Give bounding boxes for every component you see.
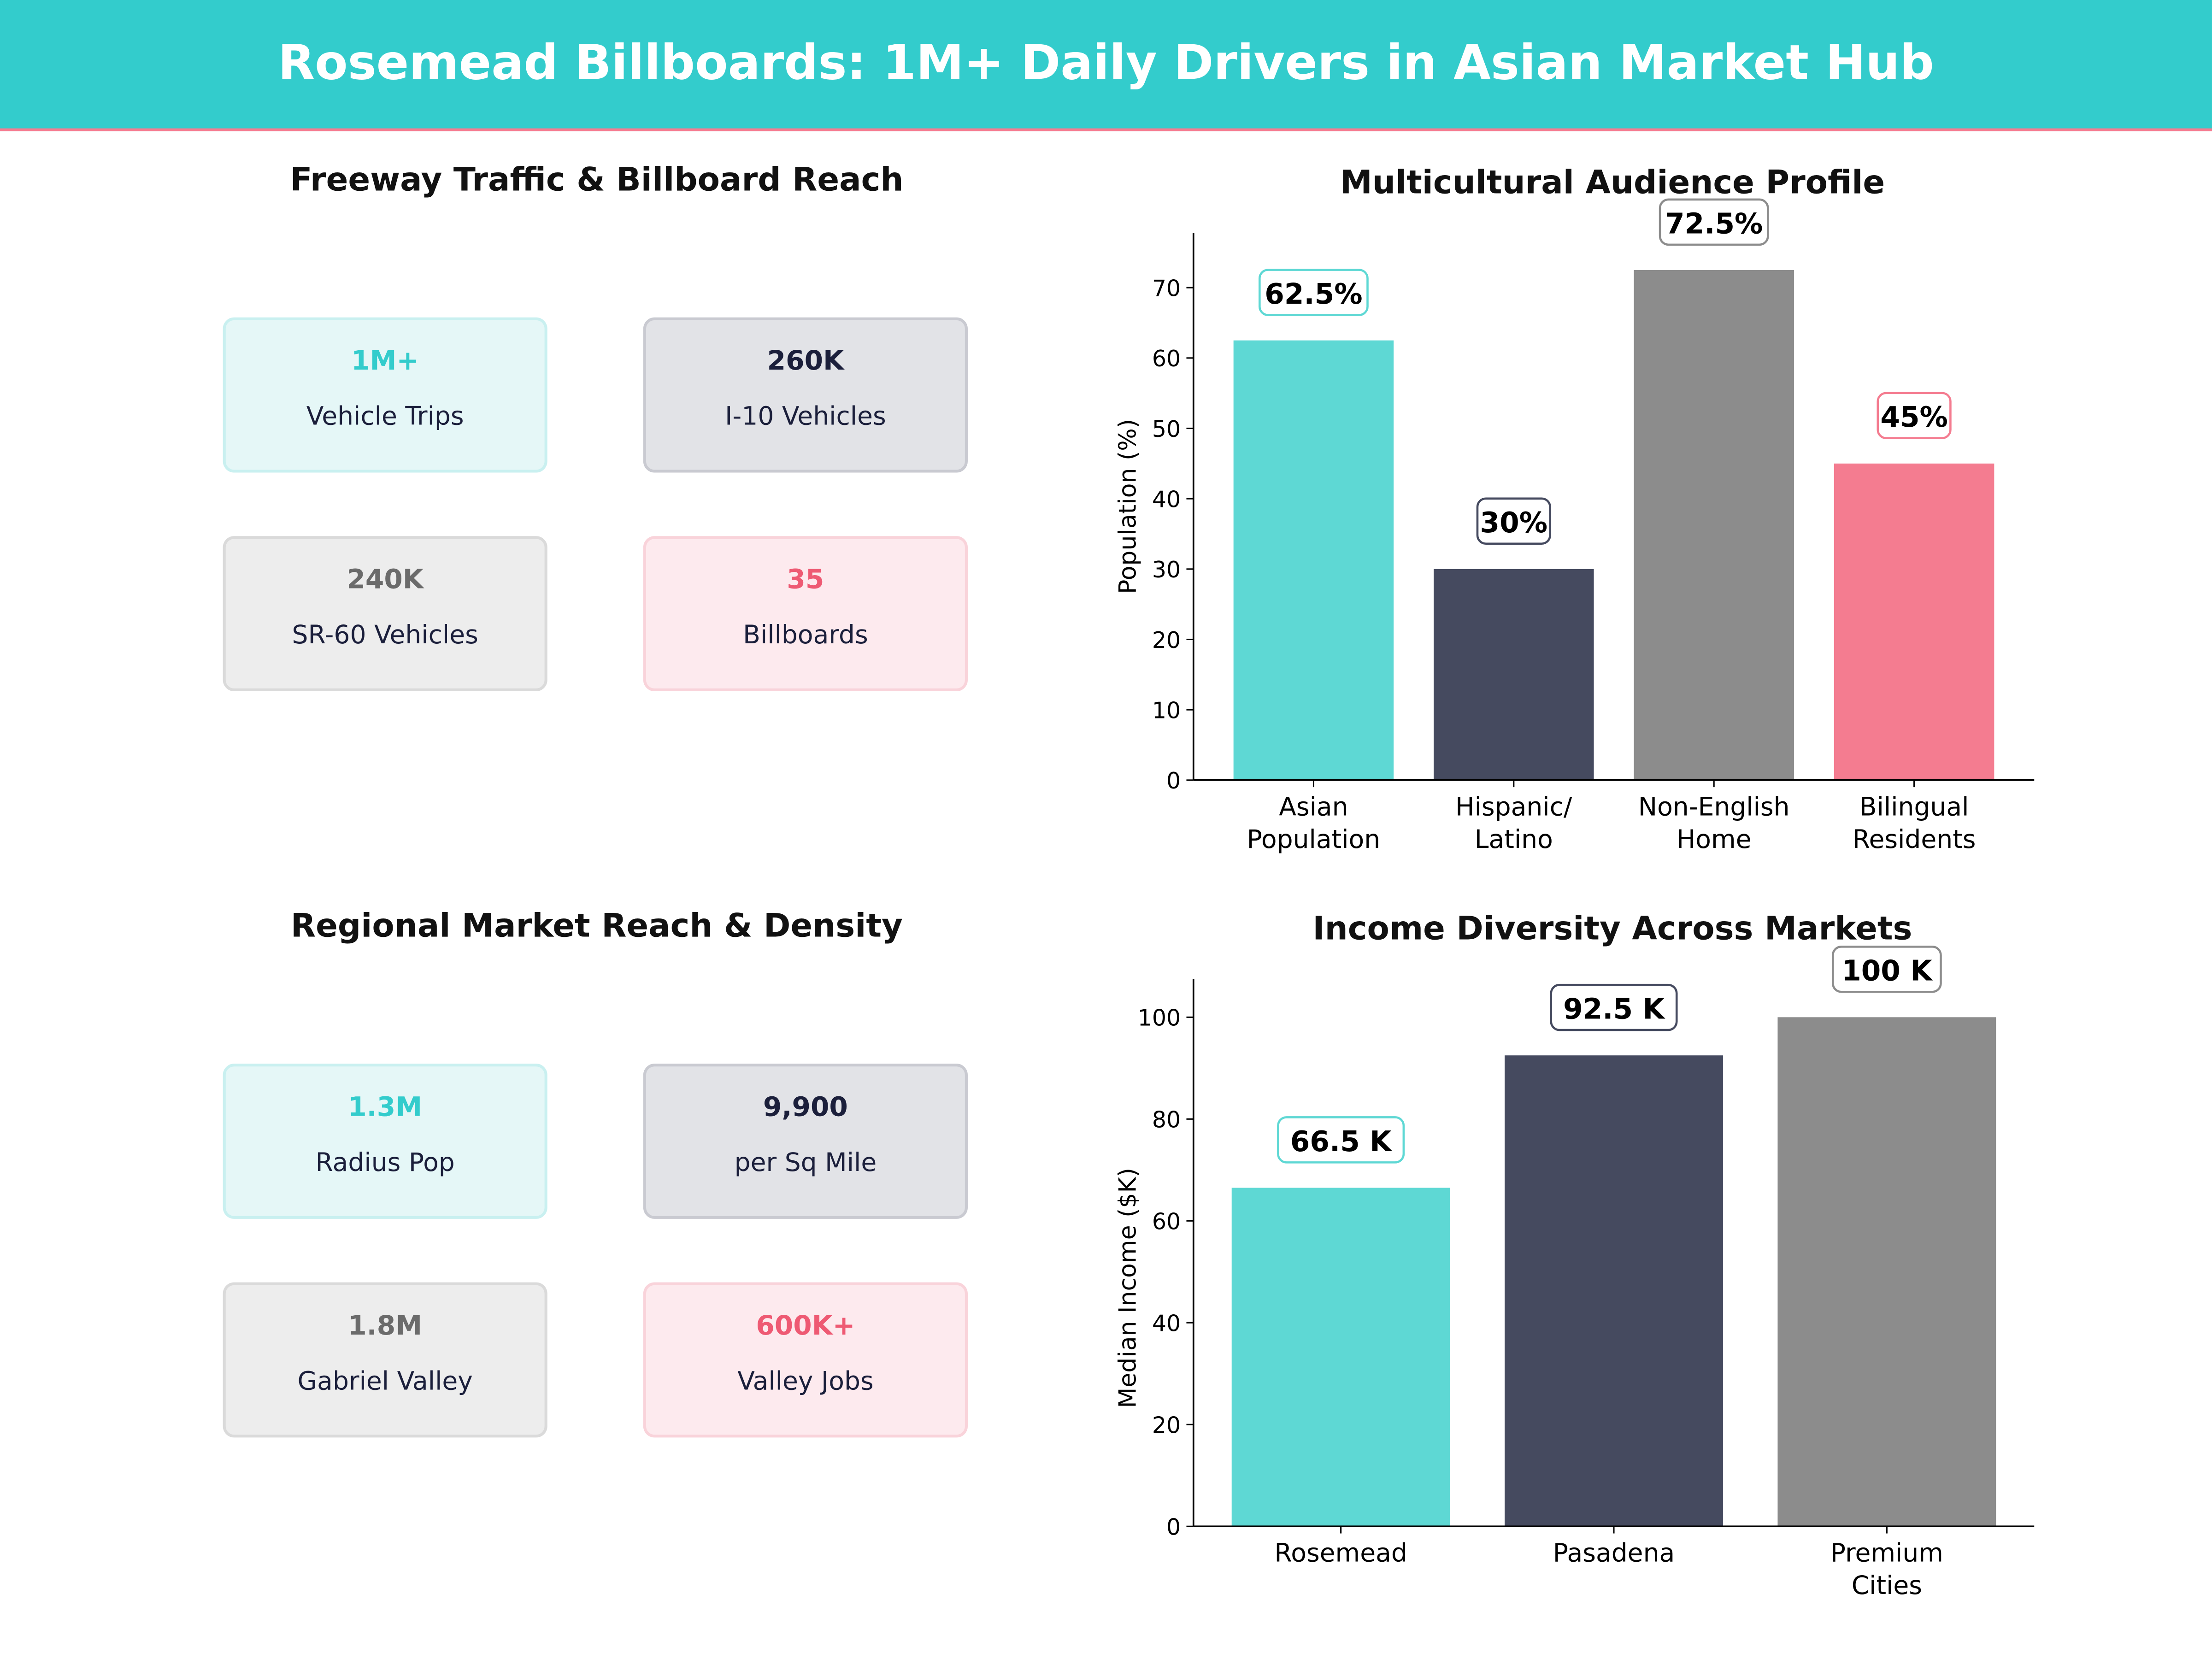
x-tick-label: Home: [1677, 824, 1752, 854]
data-label-box: [1877, 392, 1952, 440]
data-label: 92.5 K: [1563, 993, 1665, 1026]
x-tick-label: Population: [1247, 824, 1380, 854]
y-axis-label: Median Income ($K): [1114, 1168, 1141, 1408]
y-tick-label: 20: [1152, 1412, 1181, 1439]
x-tick-label: Rosemead: [1274, 1538, 1407, 1568]
data-label-box: [1550, 983, 1678, 1031]
bar: [1233, 340, 1394, 780]
bar: [1505, 1055, 1723, 1527]
regional-stat-card: 1.3M Radius Pop: [223, 1064, 547, 1219]
traffic-stat-card: 240K SR-60 Vehicles: [223, 536, 547, 691]
data-label-box: [1277, 1116, 1405, 1164]
bar: [1634, 270, 1794, 780]
stat-label: per Sq Mile: [734, 1148, 877, 1178]
y-tick-label: 70: [1152, 276, 1181, 302]
header-banner: Rosemead Billboards: 1M+ Daily Drivers i…: [0, 0, 2212, 131]
x-tick-label: Residents: [1853, 824, 1976, 854]
stat-label: SR-60 Vehicles: [292, 620, 478, 651]
y-tick-label: 60: [1152, 1209, 1181, 1235]
x-tick-label: Premium: [1830, 1538, 1943, 1568]
data-label-box: [1831, 945, 1942, 993]
x-tick-label: Hispanic/: [1455, 792, 1572, 821]
regional-stat-card: 9,900 per Sq Mile: [643, 1064, 968, 1219]
traffic-stat-card: 260K I-10 Vehicles: [643, 317, 968, 473]
stat-value: 1.3M: [348, 1092, 423, 1123]
traffic-panel-title: Freeway Traffic & Billboard Reach: [290, 162, 904, 199]
data-label-box: [1259, 269, 1369, 316]
traffic-stat-card: 35 Billboards: [643, 536, 968, 691]
y-tick-label: 100: [1138, 1005, 1181, 1031]
y-tick-label: 0: [1166, 768, 1181, 794]
data-label: 62.5%: [1265, 278, 1362, 311]
y-axis-label: Population (%): [1114, 419, 1141, 594]
stat-label: Vehicle Trips: [306, 402, 464, 432]
y-tick-label: 60: [1152, 346, 1181, 372]
stat-value: 35: [787, 564, 824, 595]
regional-panel-title: Regional Market Reach & Density: [290, 908, 903, 946]
data-label: 72.5%: [1665, 207, 1763, 240]
chart-title: Income Diversity Across Markets: [1312, 910, 1912, 947]
y-tick-label: 30: [1152, 557, 1181, 583]
stat-label: Radius Pop: [315, 1148, 455, 1178]
y-tick-label: 50: [1152, 416, 1181, 442]
stat-label: Billboards: [743, 620, 868, 651]
x-tick-label: Bilingual: [1859, 792, 1969, 821]
y-tick-label: 20: [1152, 627, 1181, 653]
y-tick-label: 40: [1152, 487, 1181, 513]
x-tick-label: Cities: [1852, 1571, 1922, 1600]
chart-title: Multicultural Audience Profile: [1340, 163, 1885, 201]
page-title: Rosemead Billboards: 1M+ Daily Drivers i…: [278, 35, 1934, 92]
x-tick-label: Pasadena: [1553, 1538, 1675, 1568]
regional-stat-card: 1.8M Gabriel Valley: [223, 1282, 547, 1438]
stat-value: 600K+: [756, 1310, 855, 1342]
stat-value: 9,900: [763, 1092, 848, 1123]
bar: [1834, 463, 1994, 780]
stat-label: I-10 Vehicles: [725, 402, 886, 432]
y-tick-label: 0: [1166, 1514, 1181, 1541]
bar: [1231, 1188, 1450, 1527]
stat-label: Valley Jobs: [737, 1367, 874, 1397]
bar: [1434, 569, 1594, 780]
data-label-box: [1659, 198, 1769, 246]
y-tick-label: 80: [1152, 1107, 1181, 1133]
stat-value: 1.8M: [348, 1310, 423, 1342]
y-tick-label: 10: [1152, 698, 1181, 724]
traffic-stat-card: 1M+ Vehicle Trips: [223, 317, 547, 473]
y-tick-label: 40: [1152, 1311, 1181, 1337]
data-label: 100 K: [1841, 955, 1933, 988]
stat-value: 240K: [347, 564, 424, 595]
data-label: 45%: [1880, 401, 1948, 434]
data-label: 66.5 K: [1290, 1125, 1393, 1158]
regional-stat-card: 600K+ Valley Jobs: [643, 1282, 968, 1438]
data-label: 30%: [1480, 506, 1548, 539]
x-tick-label: Asian: [1279, 792, 1348, 821]
stat-value: 1M+: [351, 345, 419, 377]
x-tick-label: Latino: [1475, 824, 1553, 854]
bar: [1777, 1017, 1996, 1527]
data-label-box: [1476, 497, 1551, 545]
stat-label: Gabriel Valley: [297, 1367, 473, 1397]
x-tick-label: Non-English: [1638, 792, 1790, 821]
stat-value: 260K: [767, 345, 844, 377]
